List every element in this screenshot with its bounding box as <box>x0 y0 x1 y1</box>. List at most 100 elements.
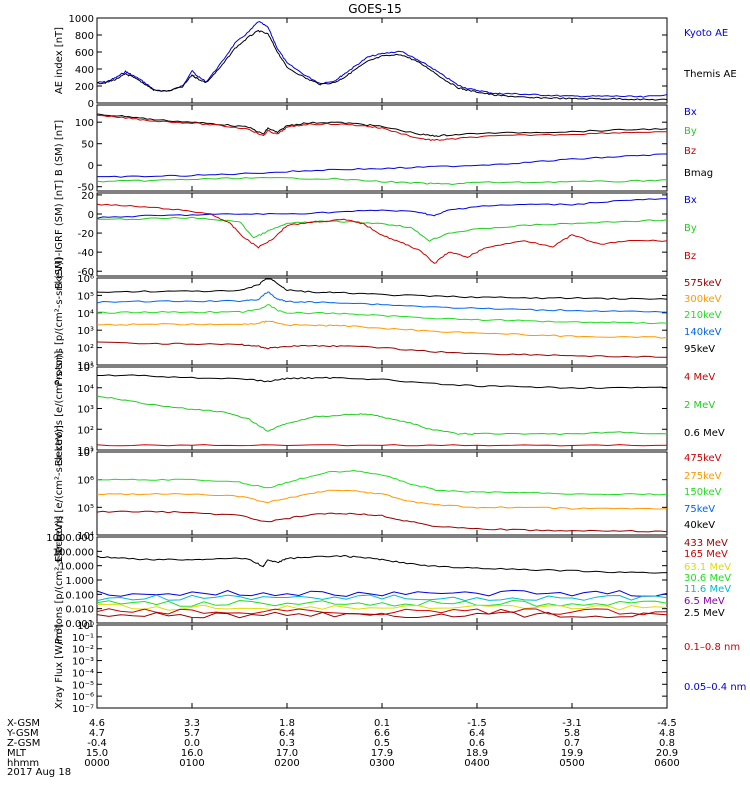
legend-entry: Bx <box>684 107 697 118</box>
y-tick-label: 10⁶ <box>77 476 94 487</box>
x-row-value: 20.9 <box>656 748 678 759</box>
x-row-value: -0.4 <box>87 738 107 749</box>
legend-entry: 0.6 MeV <box>684 428 725 439</box>
y-tick-label: -60 <box>78 267 94 278</box>
x-row-value: 0.6 <box>469 738 485 749</box>
legend-entry: 63.1 MeV <box>684 562 731 573</box>
y-tick-label: 10⁻⁶ <box>72 692 94 703</box>
x-row-value: 3.3 <box>184 718 200 729</box>
x-row-value: 0.5 <box>374 738 390 749</box>
series-line-6-5-mev <box>96 594 668 602</box>
y-axis-label: Protons [p/(cm²-s-sr-keV)] <box>54 516 65 644</box>
y-tick-label: 400 <box>75 65 94 76</box>
legend-entry: Bz <box>684 146 696 157</box>
y-tick-label: -40 <box>78 248 94 259</box>
series-line-2-mev <box>96 395 668 436</box>
series-line-433-mev <box>96 611 668 619</box>
legend-entry: By <box>684 223 697 234</box>
series-line-300kev <box>96 320 668 339</box>
series-line-0-6-mev <box>97 374 668 389</box>
x-row-label: Y-GSM <box>6 728 39 739</box>
series-line-2-5-mev <box>96 554 668 574</box>
series-line-bx <box>97 153 667 178</box>
y-tick-label: 10⁷ <box>77 448 94 459</box>
y-tick-label: 10⁵ <box>77 503 94 514</box>
y-tick-label: 10⁵ <box>77 291 94 302</box>
x-row-value: 16.0 <box>181 748 203 759</box>
legend-entry: 75keV <box>684 504 715 515</box>
x-row-value: 0.7 <box>564 738 580 749</box>
legend-entry: 475keV <box>684 453 722 464</box>
x-row-value: 19.9 <box>561 748 583 759</box>
legend-entry: Bmag <box>684 168 713 179</box>
x-row-value: 0.0 <box>184 738 200 749</box>
x-row-label: X-GSM <box>7 718 40 729</box>
legend-entry: 300keV <box>684 294 722 305</box>
y-axis-label: Electrons [e/(cm²-s-sr)] <box>54 351 65 467</box>
y-tick-label: 10² <box>77 425 94 436</box>
y-tick-label: -20 <box>78 229 94 240</box>
legend-entry: 0.05–0.4 nm <box>684 682 746 693</box>
legend-entry: Kyoto AE <box>684 28 728 39</box>
y-tick-label: 1.000 <box>65 576 94 587</box>
legend-entry: 40keV <box>684 520 715 531</box>
y-tick-label: 0.001 <box>65 619 94 630</box>
legend-entry: 95keV <box>684 344 715 355</box>
y-tick-label: 100.000 <box>53 547 94 558</box>
x-row-value: 4.7 <box>89 728 105 739</box>
series-line-bx <box>96 198 667 219</box>
y-tick-label: 10¹ <box>77 446 94 457</box>
legend-entry: 0.1–0.8 nm <box>684 642 740 653</box>
legend-entry: Bx <box>684 195 697 206</box>
y-axis-label: Electrons [e/(cm²-s-sr-keV)] <box>54 425 65 562</box>
y-tick-label: 10⁻⁵ <box>72 680 94 691</box>
x-row-value: 0500 <box>559 758 584 769</box>
legend-entry: 4 MeV <box>684 372 715 383</box>
x-row-value: 17.9 <box>371 748 393 759</box>
x-row-label: MLT <box>7 748 27 759</box>
x-row-value: 15.0 <box>86 748 108 759</box>
y-tick-label: 0 <box>88 210 94 221</box>
panel-1: 0 200 400 600 800 1000 AE index [nT] Kyoto AE Th… <box>54 14 737 110</box>
series-line-210kev <box>96 304 668 325</box>
chart-title: GOES-15 <box>348 2 402 16</box>
legend-entry: 2.5 MeV <box>684 608 725 619</box>
y-tick-label: 10⁰ <box>77 621 94 632</box>
y-tick-label: 10³ <box>77 326 94 337</box>
series-line-by <box>96 176 668 186</box>
x-row-value: 6.4 <box>469 728 485 739</box>
y-tick-label: 10¹ <box>77 361 94 372</box>
legend-entry: By <box>684 126 697 137</box>
x-row-value: 5.8 <box>564 728 580 739</box>
y-axis-label: B (SM)-IGRF (SM) [nT] <box>54 180 65 289</box>
x-row-value: -4.5 <box>657 718 677 729</box>
series-line-150kev <box>96 510 668 533</box>
legend-entry: 150keV <box>684 487 722 498</box>
y-tick-label: 10³ <box>77 405 94 416</box>
panel-3: -60 -40 -20 0 20 B (SM)-IGRF (SM) [nT] Bx By Bz <box>54 180 697 289</box>
series-line-30-6-mev <box>96 599 668 607</box>
y-tick-label: 0 <box>88 99 94 110</box>
series-line-bz <box>96 114 668 141</box>
x-row-value: 4.8 <box>659 728 675 739</box>
x-row-value: 0200 <box>274 758 299 769</box>
panel-6: 10⁴ 10⁵ 10⁶ 10⁷ Electrons [e/(cm²-s-sr-keV)]… <box>54 425 722 562</box>
series-line-bmag <box>96 113 668 137</box>
x-row-label: Z-GSM <box>7 738 40 749</box>
x-row-value: 0600 <box>654 758 679 769</box>
series-line-11-6-mev <box>96 589 668 597</box>
y-tick-label: 20 <box>81 191 94 202</box>
y-axis-label: Protons [p/(cm²-s-sr-keV)] <box>54 257 65 385</box>
x-row-value: 0400 <box>464 758 489 769</box>
y-axis-label: AE index [nT] <box>54 27 65 94</box>
y-tick-label: 50 <box>81 140 94 151</box>
panel-frame <box>96 104 668 192</box>
y-tick-label: 10⁶ <box>77 274 94 285</box>
y-tick-label: 200 <box>75 82 94 93</box>
y-tick-label: 10⁻¹ <box>72 633 94 644</box>
x-row-value: 0100 <box>179 758 204 769</box>
x-row-value: 0300 <box>369 758 394 769</box>
y-tick-label: 10⁴ <box>77 531 94 542</box>
